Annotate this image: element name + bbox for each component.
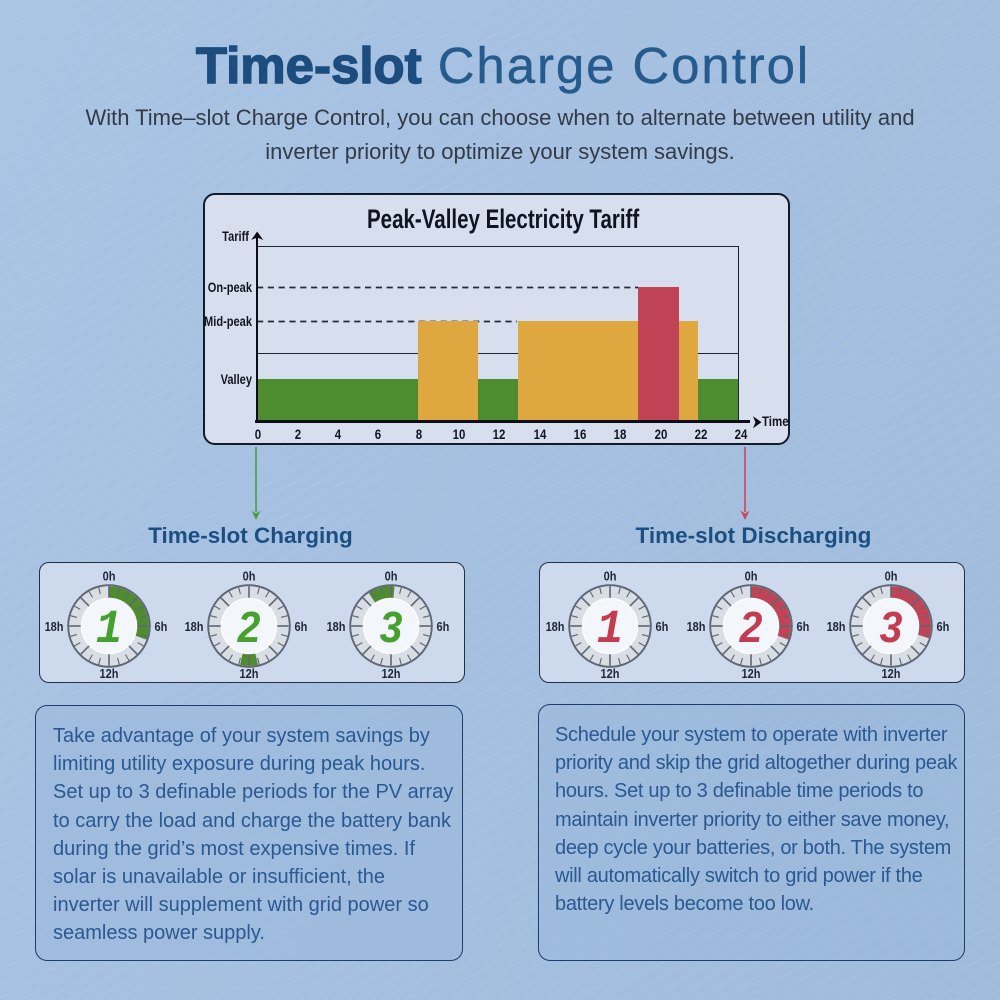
svg-text:6h: 6h [796,620,809,634]
svg-text:18h: 18h [326,620,345,634]
svg-text:1: 1 [597,603,623,657]
svg-text:12h: 12h [601,667,620,681]
svg-text:3: 3 [879,604,902,653]
svg-text:1: 1 [95,603,121,657]
svg-text:6h: 6h [655,620,668,634]
svg-text:18h: 18h [826,620,845,634]
svg-text:18h: 18h [687,620,706,634]
svg-text:6h: 6h [154,620,167,634]
svg-text:0h: 0h [384,570,397,584]
svg-text:6h: 6h [436,620,449,634]
svg-text:12h: 12h [742,667,761,681]
svg-text:3: 3 [379,604,402,653]
svg-text:3: 3 [379,604,402,653]
svg-text:2: 2 [739,604,763,653]
svg-text:12h: 12h [240,667,259,681]
svg-text:12h: 12h [381,667,400,681]
svg-text:2: 2 [237,604,261,653]
svg-text:6h: 6h [294,620,307,634]
svg-text:2: 2 [739,604,763,653]
svg-text:12h: 12h [99,667,118,681]
svg-text:1: 1 [597,603,623,657]
svg-text:1: 1 [95,603,121,657]
svg-text:0h: 0h [102,570,115,584]
svg-text:18h: 18h [44,620,63,634]
svg-text:12h: 12h [881,667,900,681]
svg-text:0h: 0h [243,570,256,584]
svg-text:6h: 6h [936,620,949,634]
svg-text:0h: 0h [884,570,897,584]
svg-text:18h: 18h [546,620,565,634]
svg-text:0h: 0h [604,570,617,584]
svg-text:18h: 18h [185,620,204,634]
svg-text:0h: 0h [745,570,758,584]
svg-text:3: 3 [879,604,902,653]
svg-text:2: 2 [237,604,261,653]
